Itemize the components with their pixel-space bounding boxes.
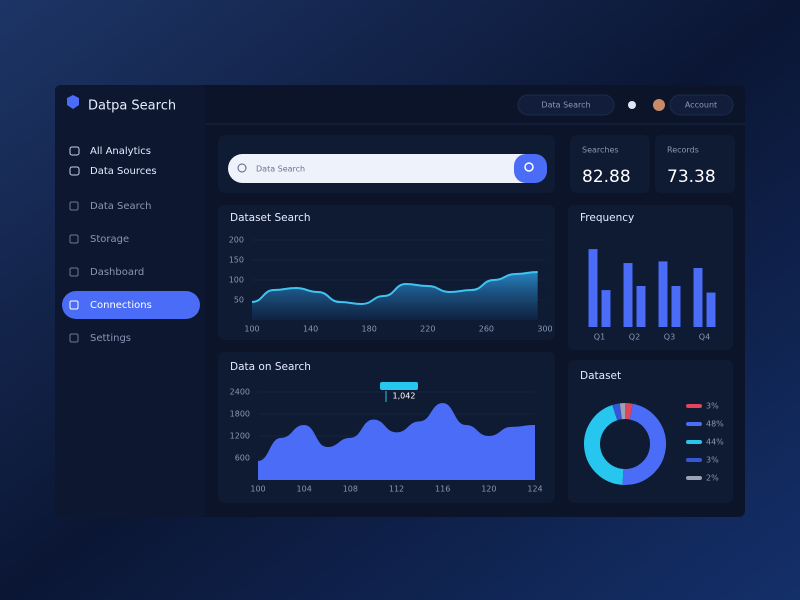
y-tick-label: 50 (234, 296, 244, 305)
x-tick-label: 104 (297, 485, 312, 494)
search-submit[interactable] (514, 154, 547, 183)
sidebar-item[interactable]: Dashboard (90, 267, 144, 278)
sidebar-nav: All Analytics Data Sources Data Search Stor… (62, 146, 200, 344)
legend-label: 3% (706, 456, 719, 465)
legend-swatch (686, 440, 702, 444)
stat-label: Searches (582, 146, 619, 155)
legend-swatch (686, 422, 702, 426)
legend-swatch (686, 458, 702, 462)
account-button[interactable] (669, 94, 734, 116)
x-tick-label: 112 (389, 485, 404, 494)
x-tick-label: Q4 (699, 333, 710, 342)
y-tick-label: 1200 (230, 432, 250, 441)
item-icon (69, 267, 79, 277)
x-tick-label: Q2 (629, 333, 640, 342)
y-tick-label: 200 (229, 236, 244, 245)
item-icon (69, 333, 79, 343)
donut-title: Dataset (580, 370, 621, 382)
line (251, 271, 538, 306)
area-panel (218, 352, 555, 503)
x-tick-label: 300 (537, 325, 552, 334)
x-tick-label: 260 (479, 325, 494, 334)
legend-label: 3% (706, 402, 719, 411)
x-tick-label: 124 (527, 485, 542, 494)
section-icon (69, 166, 80, 176)
donut-slice (584, 405, 624, 485)
bar (658, 261, 668, 327)
charts: 50 100 150 200 100 140 180 220 260 300 Q1 Q2 Q3 Q4 600… (229, 236, 724, 494)
item-icon (69, 201, 79, 211)
x-tick-label: 140 (303, 325, 318, 334)
section-icon (69, 146, 80, 156)
legend-label: 2% (706, 474, 719, 483)
donut-slice (612, 403, 623, 421)
sidebar-item[interactable]: Connections (90, 300, 152, 311)
search-icon (237, 163, 247, 173)
donut-slice (622, 403, 666, 485)
area-title: Data on Search (230, 361, 311, 373)
item-icon (69, 300, 79, 310)
header-search-button[interactable] (517, 94, 615, 116)
x-tick-label: Q3 (664, 333, 675, 342)
legend-swatch (686, 476, 702, 480)
sidebar-section[interactable]: All Analytics (90, 146, 151, 157)
notification-icon[interactable] (628, 101, 636, 109)
annotation: 1,042 (393, 392, 416, 401)
bar (588, 249, 598, 327)
annotation-box (380, 382, 418, 390)
sidebar-item[interactable]: Settings (90, 333, 131, 344)
stat-card (655, 135, 735, 193)
logo (67, 95, 79, 109)
line-title: Dataset Search (230, 212, 311, 224)
search-submit-icon (524, 162, 534, 172)
bar (706, 292, 716, 327)
legend-label: 48% (706, 420, 724, 429)
search-input[interactable] (228, 154, 547, 183)
x-tick-label: 180 (362, 325, 377, 334)
bar (601, 290, 611, 327)
area-fill (258, 403, 535, 480)
bar (671, 286, 681, 327)
stat-value: 73.38 (667, 167, 716, 187)
search-placeholder: Data Search (256, 165, 305, 174)
item-icon (69, 234, 79, 244)
stats: Searches 82.88 Records 73.38 (570, 135, 735, 193)
x-tick-label: 108 (343, 485, 358, 494)
sidebar-item[interactable]: Storage (90, 234, 129, 245)
y-tick-label: 2400 (230, 388, 250, 397)
area-fill (252, 272, 538, 320)
y-tick-label: 1800 (230, 410, 250, 419)
y-tick-label: 100 (229, 276, 244, 285)
x-tick-label: 100 (250, 485, 265, 494)
x-tick-label: Q1 (594, 333, 605, 342)
stat-card (570, 135, 650, 193)
stat-value: 82.88 (582, 167, 631, 187)
brand: Datpa Search (88, 99, 176, 114)
legend-label: 44% (706, 438, 724, 447)
x-tick-label: 116 (435, 485, 450, 494)
header-search-label: Data Search (541, 101, 590, 110)
bar (623, 263, 633, 327)
bar (693, 267, 703, 327)
x-tick-label: 120 (481, 485, 496, 494)
y-tick-label: 150 (229, 256, 244, 265)
x-tick-label: 100 (244, 325, 259, 334)
avatar[interactable] (653, 99, 665, 111)
y-tick-label: 600 (235, 454, 250, 463)
sidebar-section[interactable]: Data Sources (90, 166, 157, 177)
donut-slice (624, 403, 633, 420)
bar-title: Frequency (580, 212, 634, 224)
active-item-bg (62, 291, 200, 319)
sidebar-item[interactable]: Data Search (90, 201, 151, 212)
account-label: Account (685, 101, 717, 110)
x-tick-label: 220 (420, 325, 435, 334)
legend-swatch (686, 404, 702, 408)
bar (636, 286, 646, 327)
stat-label: Records (667, 146, 699, 155)
